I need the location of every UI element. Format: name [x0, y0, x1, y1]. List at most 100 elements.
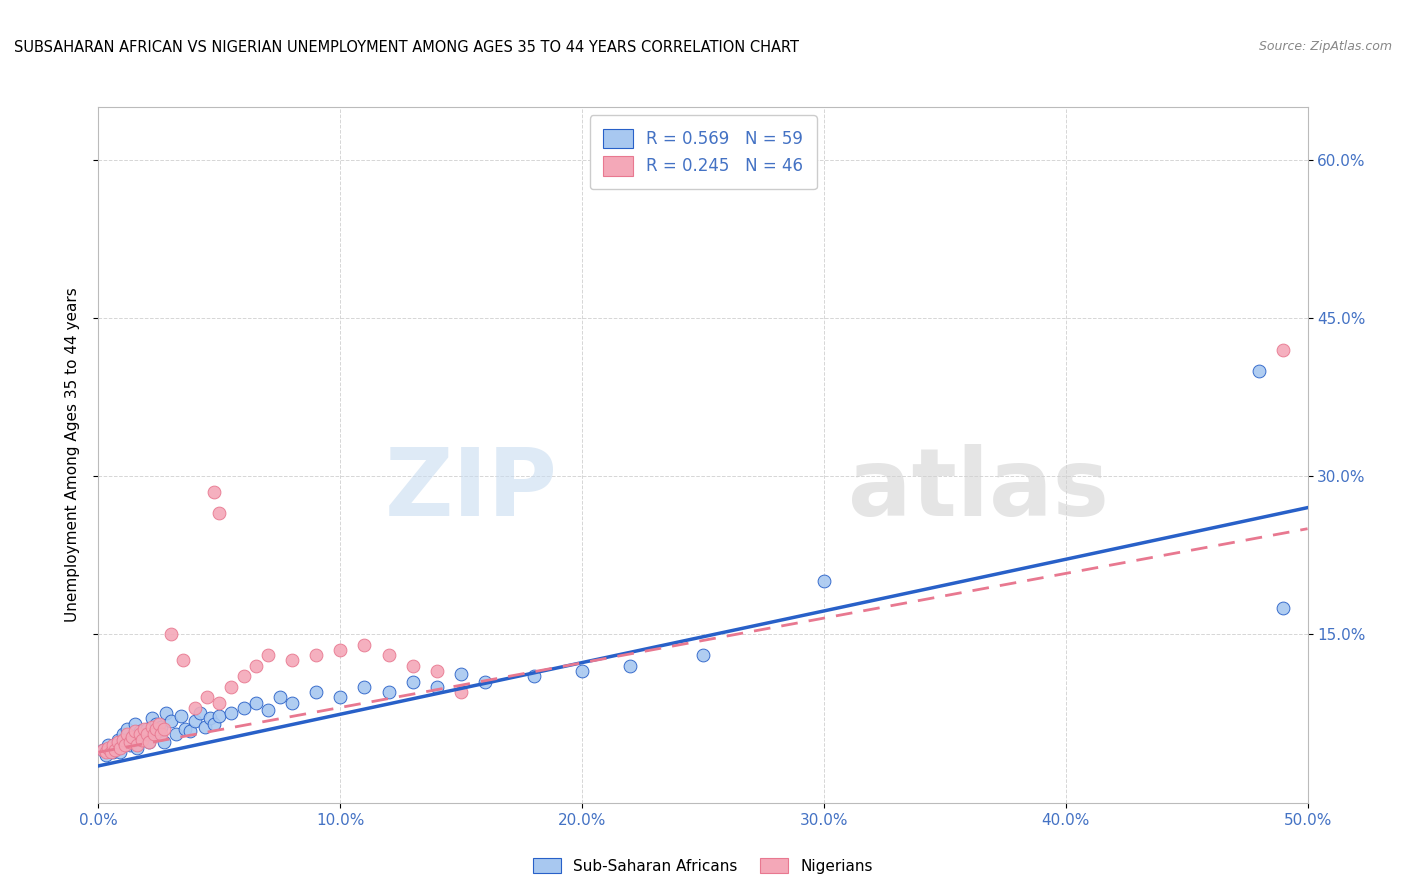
Point — [198, 711, 221, 725]
Legend: Sub-Saharan Africans, Nigerians: Sub-Saharan Africans, Nigerians — [527, 852, 879, 880]
Point — [111, 732, 134, 747]
Text: Source: ZipAtlas.com: Source: ZipAtlas.com — [1258, 40, 1392, 54]
Point — [377, 648, 399, 663]
Point — [150, 720, 173, 734]
Text: atlas: atlas — [848, 443, 1109, 536]
Point — [571, 664, 593, 678]
Point — [117, 727, 139, 741]
Point — [174, 722, 197, 736]
Point — [256, 703, 278, 717]
Point — [245, 696, 267, 710]
Point — [128, 727, 150, 741]
Point — [402, 658, 425, 673]
Point — [305, 648, 328, 663]
Point — [138, 734, 160, 748]
Point — [131, 732, 153, 747]
Point — [100, 743, 122, 757]
Point — [208, 506, 231, 520]
Point — [91, 743, 114, 757]
Text: SUBSAHARAN AFRICAN VS NIGERIAN UNEMPLOYMENT AMONG AGES 35 TO 44 YEARS CORRELATIO: SUBSAHARAN AFRICAN VS NIGERIAN UNEMPLOYM… — [14, 40, 799, 55]
Point — [165, 727, 187, 741]
Point — [127, 738, 149, 752]
Point — [353, 680, 375, 694]
Point — [426, 664, 449, 678]
Point — [329, 690, 352, 705]
Point — [104, 743, 127, 757]
Point — [101, 738, 124, 752]
Point — [184, 701, 207, 715]
Legend: R = 0.569   N = 59, R = 0.245   N = 46: R = 0.569 N = 59, R = 0.245 N = 46 — [589, 115, 817, 189]
Point — [148, 724, 170, 739]
Point — [155, 706, 177, 721]
Point — [523, 669, 546, 683]
Point — [221, 706, 243, 721]
Point — [107, 734, 129, 748]
Point — [160, 627, 183, 641]
Point — [117, 722, 139, 736]
Point — [179, 724, 201, 739]
Point — [131, 732, 153, 747]
Point — [204, 716, 226, 731]
Point — [134, 727, 156, 741]
Point — [194, 720, 217, 734]
Point — [135, 722, 157, 736]
Point — [281, 696, 304, 710]
Point — [97, 741, 120, 756]
Point — [188, 706, 211, 721]
Point — [160, 714, 183, 728]
Point — [474, 674, 496, 689]
Point — [245, 658, 267, 673]
Point — [450, 667, 472, 681]
Point — [135, 727, 157, 741]
Point — [104, 741, 127, 756]
Point — [108, 745, 131, 759]
Point — [232, 701, 254, 715]
Point — [100, 745, 122, 759]
Point — [269, 690, 291, 705]
Point — [281, 653, 304, 667]
Point — [426, 680, 449, 694]
Point — [94, 748, 117, 763]
Point — [208, 696, 231, 710]
Point — [150, 727, 173, 741]
Point — [148, 716, 170, 731]
Point — [305, 685, 328, 699]
Point — [1272, 343, 1295, 357]
Point — [152, 734, 174, 748]
Point — [121, 731, 143, 745]
Point — [108, 741, 131, 756]
Point — [145, 716, 167, 731]
Y-axis label: Unemployment Among Ages 35 to 44 years: Unemployment Among Ages 35 to 44 years — [65, 287, 80, 623]
Point — [141, 720, 163, 734]
Point — [138, 734, 160, 748]
Point — [107, 732, 129, 747]
Point — [143, 727, 166, 741]
Point — [128, 724, 150, 739]
Point — [402, 674, 425, 689]
Point — [94, 745, 117, 759]
Point — [118, 738, 141, 752]
Point — [1249, 363, 1271, 377]
Point — [619, 658, 641, 673]
Point — [184, 714, 207, 728]
Point — [91, 743, 114, 757]
Point — [124, 724, 146, 739]
Point — [127, 741, 149, 756]
Point — [97, 738, 120, 752]
Point — [1272, 600, 1295, 615]
Point — [118, 734, 141, 748]
Point — [145, 722, 167, 736]
Point — [143, 727, 166, 741]
Point — [134, 722, 156, 736]
Point — [204, 484, 226, 499]
Point — [169, 709, 191, 723]
Text: ZIP: ZIP — [385, 443, 558, 536]
Point — [692, 648, 714, 663]
Point — [121, 731, 143, 745]
Point — [114, 734, 136, 748]
Point — [329, 643, 352, 657]
Point — [172, 653, 194, 667]
Point — [353, 638, 375, 652]
Point — [152, 722, 174, 736]
Point — [195, 690, 218, 705]
